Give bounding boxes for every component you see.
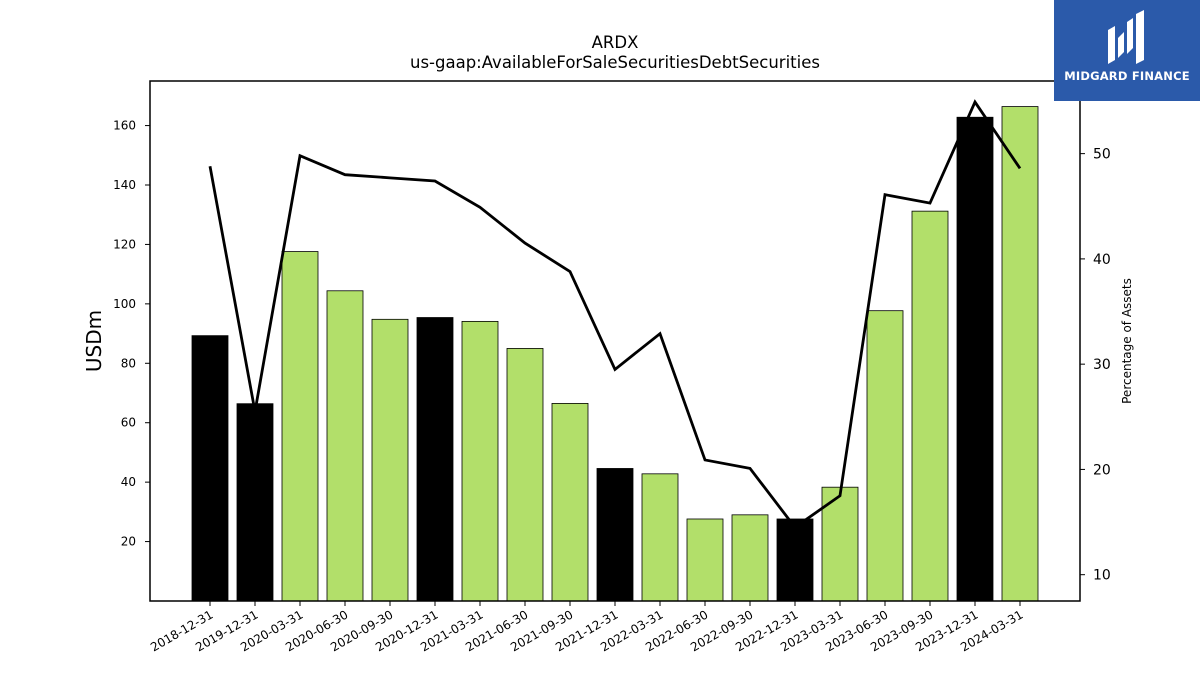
bar-2022-06-30 <box>686 518 724 602</box>
bar-2023-03-31 <box>821 486 859 602</box>
bar-2022-12-31 <box>776 518 814 602</box>
bar-2023-09-30 <box>911 210 949 602</box>
bar-2020-06-30 <box>326 290 364 602</box>
y-tick-label-40: 40 <box>121 475 136 489</box>
y-tick-label-20: 20 <box>121 535 136 549</box>
bar-2018-12-31 <box>191 335 229 602</box>
chart-subtitle: us-gaap:AvailableForSaleSecuritiesDebtSe… <box>410 53 820 72</box>
y-axis-right: 10 20 30 40 50 <box>1080 147 1111 584</box>
bar-2019-12-31 <box>236 403 274 602</box>
bar-2023-06-30 <box>866 310 904 602</box>
y2-tick-label-10: 10 <box>1093 568 1111 584</box>
y-tick-label-80: 80 <box>121 356 136 370</box>
logo-mark-icon <box>1108 10 1144 64</box>
bar-2024-03-31 <box>1001 106 1039 602</box>
y-tick-label-160: 160 <box>113 119 136 133</box>
logo-text: MIDGARD FINANCE <box>1064 69 1190 83</box>
bar-2022-09-30 <box>731 514 769 602</box>
y2-tick-label-20: 20 <box>1093 462 1111 478</box>
bar-2021-06-30 <box>506 348 544 602</box>
y-tick-label-100: 100 <box>113 297 136 311</box>
percentage-line <box>208 99 1022 530</box>
line-layer <box>208 99 1022 530</box>
y-tick-label-140: 140 <box>113 178 136 192</box>
y-axis-left: 20 40 60 80 100 120 140 160 <box>113 119 150 549</box>
x-axis: 2018-12-312019-12-312020-03-312020-06-30… <box>148 601 1026 654</box>
bar-2020-03-31 <box>281 251 319 602</box>
bar-2020-12-31 <box>416 317 454 602</box>
y-axis-label: USDm <box>82 310 106 372</box>
bar-2021-09-30 <box>551 402 589 602</box>
midgard-finance-logo: MIDGARD FINANCE <box>1054 0 1200 101</box>
bar-2021-12-31 <box>596 468 634 602</box>
y-tick-label-120: 120 <box>113 237 136 251</box>
chart-title: ARDX <box>592 33 639 52</box>
y2-tick-label-40: 40 <box>1093 252 1111 268</box>
y-tick-label-60: 60 <box>121 416 136 430</box>
bar-2023-12-31 <box>956 116 994 602</box>
bar-2020-09-30 <box>371 318 409 602</box>
bar-2022-03-31 <box>641 473 679 602</box>
bar-2021-03-31 <box>461 320 499 602</box>
y2-tick-label-30: 30 <box>1093 357 1111 373</box>
y2-axis-label: Percentage of Assets <box>1120 278 1134 404</box>
bars-layer <box>191 106 1039 602</box>
y2-tick-label-50: 50 <box>1093 147 1111 163</box>
